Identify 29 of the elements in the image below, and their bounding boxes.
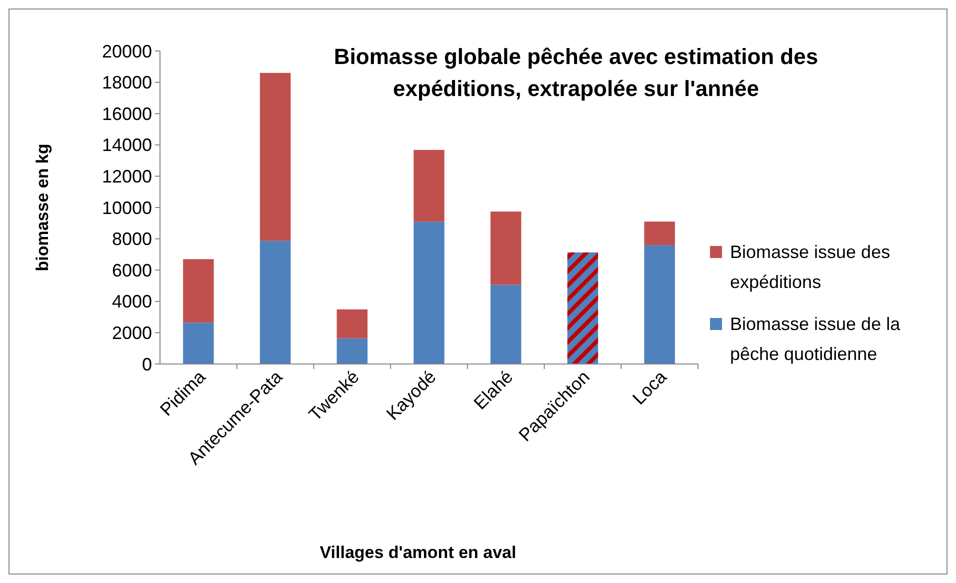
y-tick-label: 2000 — [112, 323, 152, 343]
bar — [644, 222, 675, 246]
bar — [260, 72, 291, 241]
y-tick-label: 16000 — [102, 104, 152, 124]
y-tick-label: 0 — [142, 354, 152, 374]
bar — [490, 212, 522, 285]
y-tick-label: 6000 — [112, 260, 152, 280]
y-axis-title: biomasse en kg — [33, 144, 52, 272]
x-axis-title: Villages d'amont en aval — [320, 543, 516, 562]
y-tick-label: 18000 — [102, 72, 152, 93]
bar — [567, 252, 598, 364]
y-tick-label: 8000 — [112, 229, 152, 250]
bar — [183, 259, 214, 323]
y-tick-label: 10000 — [102, 198, 152, 218]
bar — [490, 284, 522, 364]
legend-label: Biomasse issue des expéditions — [730, 242, 890, 292]
legend-label: Biomasse issue de la pêche quotidienne — [730, 314, 902, 364]
bar — [644, 245, 675, 364]
bar — [414, 150, 444, 222]
y-tick-label: 4000 — [112, 292, 152, 312]
bar — [414, 222, 444, 364]
bar — [336, 309, 368, 338]
y-tick-label: 20000 — [102, 41, 152, 62]
bar — [260, 240, 291, 364]
bar — [336, 338, 368, 364]
chart-title: Biomasse globale pêchée avec estimation des expéditions, extrapolée sur l'année — [334, 44, 818, 101]
bar — [183, 322, 214, 364]
y-tick-label: 12000 — [102, 166, 152, 186]
y-tick-label: 14000 — [102, 135, 152, 156]
